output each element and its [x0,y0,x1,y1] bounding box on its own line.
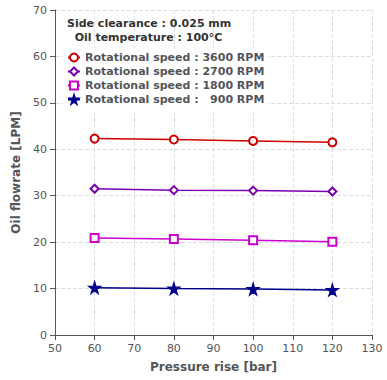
svg-text:Side clearance : 0.025 mm: Side clearance : 0.025 mm [67,17,231,30]
svg-text:Rotational speed : 1800 RPM: Rotational speed : 1800 RPM [85,79,264,92]
svg-text:0: 0 [40,329,47,342]
svg-text:Pressure rise [bar]: Pressure rise [bar] [150,360,277,374]
svg-text:50: 50 [48,342,62,355]
svg-text:100: 100 [243,342,264,355]
svg-text:Oil temperature : 100°C: Oil temperature : 100°C [67,31,222,44]
svg-text:110: 110 [282,342,303,355]
svg-text:Rotational speed : 3600 RPM: Rotational speed : 3600 RPM [85,51,264,64]
svg-text:Rotational speed : 2700 RPM: Rotational speed : 2700 RPM [85,65,264,78]
svg-text:60: 60 [88,342,102,355]
svg-text:Rotational speed : 900 RPM: Rotational speed : 900 RPM [85,93,264,106]
svg-text:130: 130 [362,342,383,355]
svg-text:50: 50 [33,96,47,109]
svg-text:40: 40 [33,143,47,156]
svg-text:Oil flowrate [LPM]: Oil flowrate [LPM] [9,111,23,233]
svg-text:20: 20 [33,236,47,249]
svg-text:60: 60 [33,50,47,63]
svg-text:120: 120 [322,342,343,355]
svg-text:80: 80 [167,342,181,355]
svg-text:30: 30 [33,189,47,202]
svg-text:90: 90 [207,342,221,355]
svg-text:10: 10 [33,282,47,295]
svg-text:70: 70 [33,4,47,17]
svg-text:70: 70 [127,342,141,355]
